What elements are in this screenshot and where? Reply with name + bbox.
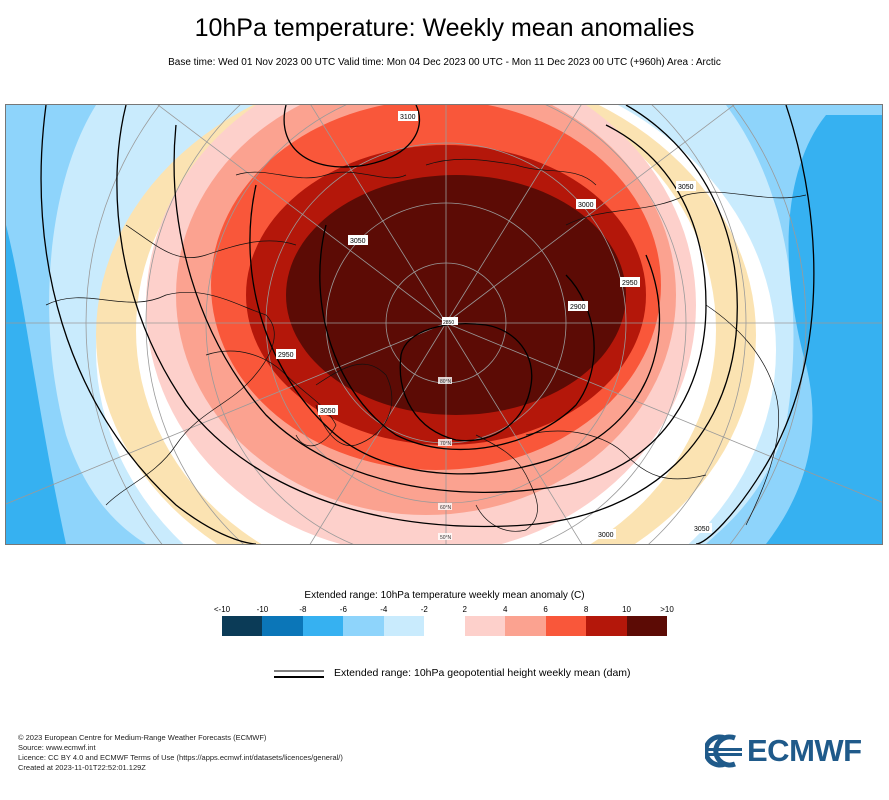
legend-tick-label: -8	[299, 605, 307, 614]
cold-core-left	[6, 225, 66, 544]
contour-legend: Extended range: 10hPa geopotential heigh…	[274, 664, 694, 684]
legend-swatch	[464, 616, 506, 636]
legend-tick-label: 6	[543, 605, 548, 614]
footer-line: Created at 2023-11-01T22:52:01.129Z	[18, 763, 146, 772]
page-title: 10hPa temperature: Weekly mean anomalies	[194, 14, 695, 42]
map-canvas: 3100 3050 3050 3000 2950 2900 2950 3050 …	[6, 105, 882, 544]
contour-label-box	[576, 199, 596, 209]
legend-tick-label: -6	[339, 605, 347, 614]
contour-label: 3000	[578, 202, 594, 209]
legend-swatch	[424, 616, 465, 636]
legend-tick-label: -2	[420, 605, 428, 614]
legend-swatch	[505, 616, 546, 636]
contour-label: 3050	[694, 526, 710, 533]
contour-label: 2900	[570, 304, 586, 311]
legend-swatch	[383, 616, 425, 636]
legend-tick-label: >10	[660, 605, 674, 614]
latitude-label: 70°N	[440, 441, 452, 447]
legend-ticks: <-10 -10 -8 -6 -4 -2 2 4 6 8 10 >10	[214, 605, 674, 617]
contour-label-box	[348, 235, 368, 245]
latitude-labels: 80°N 70°N 60°N 50°N	[438, 377, 452, 541]
latitude-label: 60°N	[440, 505, 452, 511]
contour-label-box	[442, 317, 458, 325]
footer-line: © 2023 European Centre for Medium-Range …	[18, 733, 267, 742]
legend-swatch	[626, 616, 667, 636]
footer-line: Licence: CC BY 4.0 and ECMWF Terms of Us…	[18, 753, 343, 762]
page-subtitle: Base time: Wed 01 Nov 2023 00 UTC Valid …	[168, 57, 721, 68]
contour-label-box	[692, 523, 712, 533]
contour-label: 3050	[350, 238, 366, 245]
contour-labels: 3100 3050 3050 3000 2950 2900 2950 3050 …	[276, 111, 712, 539]
contour-label: 3050	[320, 408, 336, 415]
contour-label: 2850	[443, 320, 454, 326]
legend-tick-label: 8	[583, 605, 589, 614]
legend-tick-label: 4	[502, 605, 508, 614]
contour-label-box	[676, 181, 696, 191]
latitude-label: 50°N	[440, 535, 452, 541]
contour-label-box	[596, 529, 616, 539]
contour-label: 2950	[278, 352, 294, 359]
legend-tick-label: 2	[462, 605, 467, 614]
contour-label-box	[276, 349, 296, 359]
arctic-map[interactable]: 3100 3050 3050 3000 2950 2900 2950 3050 …	[5, 104, 883, 545]
ecmwf-logo-text: ECMWF	[747, 733, 862, 768]
legend-swatch	[262, 616, 303, 636]
contour-label-box	[620, 277, 640, 287]
contour-label: 3050	[678, 184, 694, 191]
coastlines	[45, 158, 807, 532]
latitude-label-box	[438, 377, 452, 384]
ecmwf-logo[interactable]: ECMWF	[703, 733, 875, 768]
contour-legend-label: Extended range: 10hPa geopotential heigh…	[334, 667, 631, 679]
meridians	[6, 105, 882, 544]
latitude-label-box	[438, 533, 452, 540]
anomaly-10	[286, 175, 626, 415]
footer-credits: © 2023 European Centre for Medium-Range …	[18, 733, 343, 773]
legend-tick-label: 10	[622, 605, 631, 614]
cold-core-right	[766, 115, 882, 544]
legend-tick-label: -10	[256, 605, 269, 614]
contour-label: 3100	[400, 114, 416, 121]
contour-legend-lines	[274, 670, 324, 678]
latitude-label-box	[438, 503, 452, 510]
legend-swatch	[222, 616, 263, 636]
footer-line: Source: www.ecmwf.int	[18, 743, 96, 752]
ecmwf-logo-icon	[703, 734, 742, 768]
legend-swatch	[343, 616, 384, 636]
contour-label: 3000	[598, 532, 614, 539]
contour-label-box	[318, 405, 338, 415]
latitude-label-box	[438, 439, 452, 446]
legend-tick-label: <-10	[213, 605, 231, 614]
contour-label-box	[568, 301, 588, 311]
color-legend-bar	[222, 616, 667, 636]
contour-label: 2950	[622, 280, 638, 287]
legend-swatch	[586, 616, 627, 636]
legend-tick-label: -4	[380, 605, 388, 614]
legend-swatch	[302, 616, 344, 636]
latitude-label: 80°N	[440, 379, 452, 385]
legend-swatch	[545, 616, 587, 636]
contour-label-box	[398, 111, 418, 121]
legend-title: Extended range: 10hPa temperature weekly…	[304, 590, 585, 601]
